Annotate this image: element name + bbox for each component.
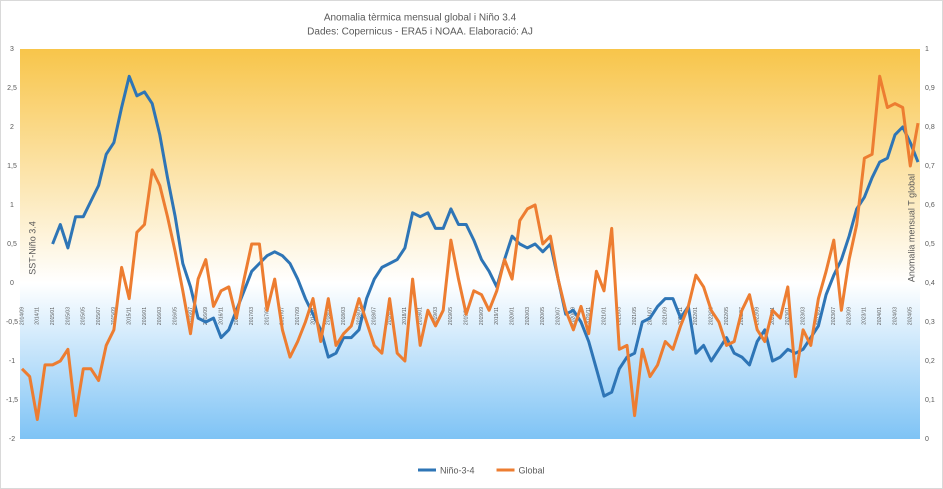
x-tick-label: 2023/11 bbox=[862, 307, 868, 325]
y-tick-label: -1,5 bbox=[6, 397, 18, 404]
x-tick-label: 2019/09 bbox=[479, 307, 485, 325]
y-tick-label: 2 bbox=[10, 124, 14, 131]
x-tick-label: 2021/09 bbox=[663, 307, 669, 325]
x-tick-label: 2018/03 bbox=[341, 307, 347, 325]
series-line bbox=[51, 74, 920, 398]
x-tick-label: 2014/09 bbox=[19, 307, 25, 325]
x-tick-label: 2023/07 bbox=[831, 307, 837, 325]
x-tick-label: 2024/01 bbox=[877, 307, 883, 325]
y-tick-label: 0,5 bbox=[7, 241, 17, 248]
x-tick-label: 2015/07 bbox=[96, 307, 102, 325]
y-tick-label: 1,5 bbox=[7, 163, 17, 170]
x-tick-label: 2016/07 bbox=[188, 307, 194, 325]
y2-tick-label: 0,7 bbox=[925, 163, 935, 170]
x-tick-label: 2015/11 bbox=[127, 307, 133, 325]
y2-tick-label: 0,4 bbox=[925, 280, 935, 287]
x-tick-label: 2020/01 bbox=[509, 307, 515, 325]
y-tick-label: 0 bbox=[10, 280, 14, 287]
y2-tick-label: 0,2 bbox=[925, 358, 935, 365]
x-tick-label: 2017/03 bbox=[249, 307, 255, 325]
y2-tick-label: 0,8 bbox=[925, 124, 935, 131]
x-tick-label: 2022/01 bbox=[693, 307, 699, 325]
y2-tick-label: 0,3 bbox=[925, 319, 935, 326]
y-tick-label: -1 bbox=[9, 358, 15, 365]
x-tick-label: 2022/03 bbox=[709, 307, 715, 325]
x-tick-label: 2017/05 bbox=[264, 307, 270, 325]
x-tick-label: 2015/05 bbox=[81, 307, 87, 325]
x-tick-label: 2022/09 bbox=[755, 307, 761, 325]
legend-label: Global bbox=[519, 465, 545, 475]
x-tick-label: 2018/09 bbox=[387, 307, 393, 325]
x-tick-label: 2021/05 bbox=[632, 307, 638, 325]
x-tick-label: 2016/01 bbox=[142, 307, 148, 325]
y-tick-label: 2,5 bbox=[7, 85, 17, 92]
y2-tick-label: 0 bbox=[925, 436, 929, 443]
x-tick-label: 2023/03 bbox=[800, 307, 806, 325]
plot-background bbox=[20, 49, 920, 439]
x-tick-label: 2024/05 bbox=[908, 307, 914, 325]
x-tick-label: 2019/11 bbox=[494, 307, 500, 325]
x-tick-label: 2021/03 bbox=[617, 307, 623, 325]
y-tick-label: 3 bbox=[10, 46, 14, 53]
y2-tick-label: 1 bbox=[925, 46, 929, 53]
x-tick-label: 2019/03 bbox=[433, 307, 439, 325]
x-tick-label: 2014/11 bbox=[35, 307, 41, 325]
y-axis-label: SST-Niño 3.4 bbox=[27, 221, 37, 275]
x-tick-label: 2017/09 bbox=[295, 307, 301, 325]
x-tick-label: 2020/09 bbox=[571, 307, 577, 325]
x-tick-label: 2022/05 bbox=[724, 307, 730, 325]
x-tick-label: 2023/09 bbox=[846, 307, 852, 325]
x-tick-label: 2022/07 bbox=[739, 307, 745, 325]
y2-tick-label: 0,9 bbox=[925, 85, 935, 92]
x-tick-label: 2024/03 bbox=[892, 307, 898, 325]
x-tick-label: 2016/05 bbox=[172, 307, 178, 325]
x-tick-label: 2018/07 bbox=[372, 307, 378, 325]
legend-label: Niño-3-4 bbox=[440, 465, 475, 475]
x-tick-label: 2018/11 bbox=[402, 307, 408, 325]
chart-title: Anomalia tèrmica mensual global i Niño 3… bbox=[324, 13, 517, 24]
x-tick-label: 2022/11 bbox=[770, 307, 776, 325]
x-tick-label: 2019/01 bbox=[418, 307, 424, 325]
x-tick-label: 2018/01 bbox=[326, 307, 332, 325]
x-tick-label: 2016/09 bbox=[203, 307, 209, 325]
x-tick-label: 2019/07 bbox=[463, 307, 469, 325]
x-tick-label: 2019/05 bbox=[448, 307, 454, 325]
y2-tick-label: 0,1 bbox=[925, 397, 935, 404]
y-tick-label: -2 bbox=[9, 436, 15, 443]
x-tick-label: 2020/07 bbox=[555, 307, 561, 325]
x-tick-label: 2016/03 bbox=[157, 307, 163, 325]
x-tick-label: 2016/11 bbox=[218, 307, 224, 325]
x-tick-label: 2015/01 bbox=[50, 307, 56, 325]
x-tick-label: 2020/05 bbox=[540, 307, 546, 325]
x-tick-label: 2021/01 bbox=[601, 307, 607, 325]
x-tick-label: 2017/07 bbox=[280, 307, 286, 325]
x-tick-label: 2023/01 bbox=[785, 307, 791, 325]
series-line bbox=[20, 74, 920, 421]
y-tick-label: -0,5 bbox=[6, 319, 18, 326]
chart-subtitle: Dades: Copernicus - ERA5 i NOAA. Elabora… bbox=[307, 27, 533, 38]
y2-tick-label: 0,5 bbox=[925, 241, 935, 248]
y2-axis-label: Anomalia mensual T global bbox=[906, 174, 916, 282]
x-tick-label: 2020/11 bbox=[586, 307, 592, 325]
y-tick-label: 1 bbox=[10, 202, 14, 209]
x-tick-label: 2015/03 bbox=[65, 307, 71, 325]
y2-tick-label: 0,6 bbox=[925, 202, 935, 209]
x-tick-label: 2020/03 bbox=[525, 307, 531, 325]
x-tick-label: 2023/05 bbox=[816, 307, 822, 325]
x-tick-label: 2018/05 bbox=[356, 307, 362, 325]
